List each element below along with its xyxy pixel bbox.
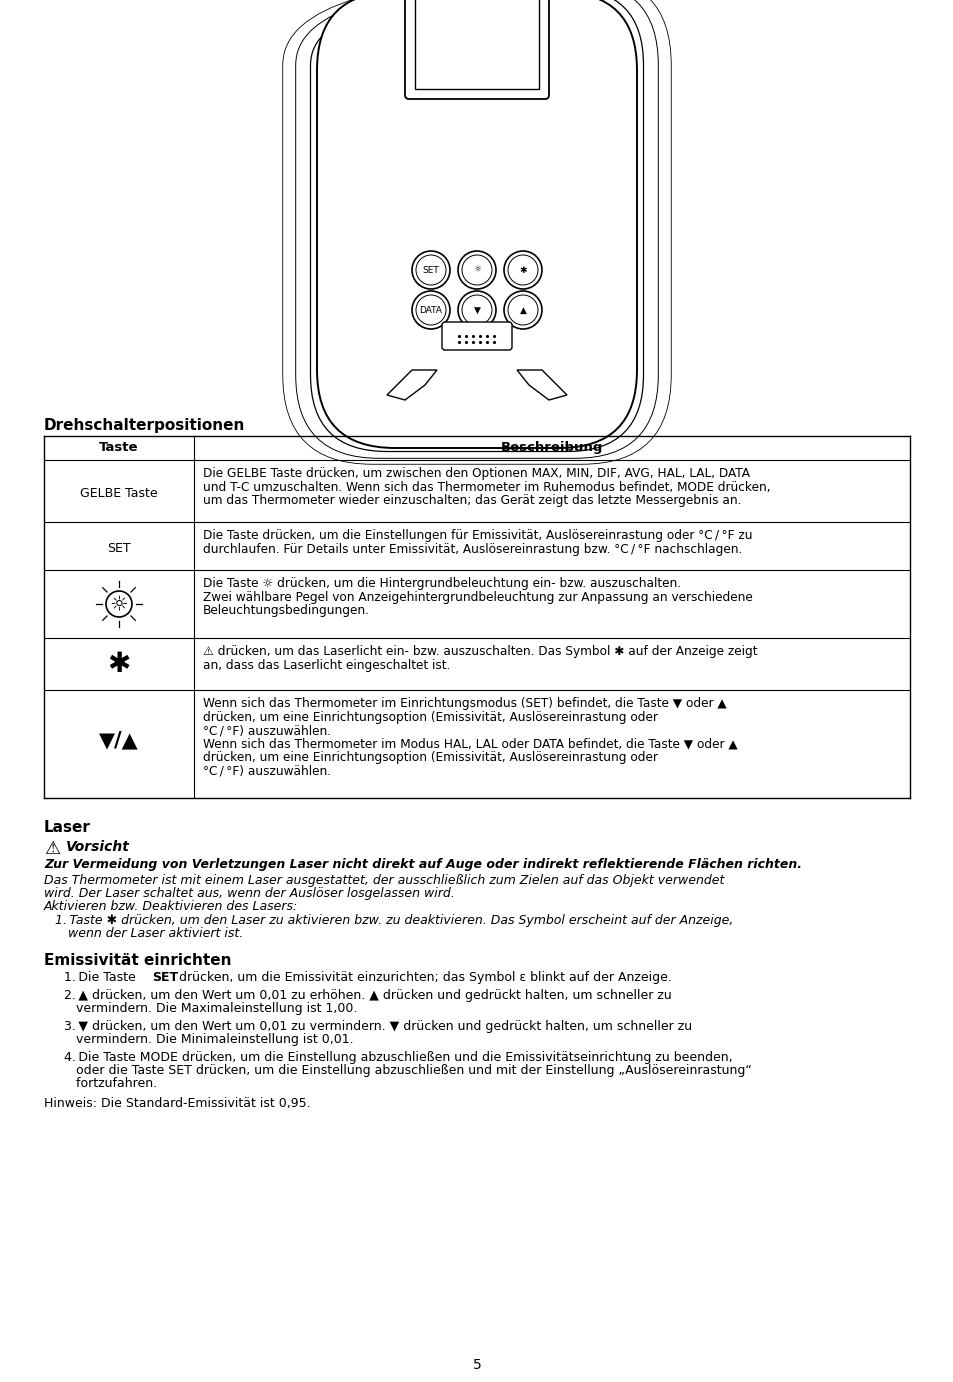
Text: ▼/▲: ▼/▲ [99,730,139,750]
Text: Das Thermometer ist mit einem Laser ausgestattet, der ausschließlich zum Zielen : Das Thermometer ist mit einem Laser ausg… [44,873,723,887]
Text: drücken, um eine Einrichtungsoption (Emissivität, Auslösereinrastung oder: drücken, um eine Einrichtungsoption (Emi… [203,750,658,764]
Circle shape [412,252,450,289]
Circle shape [503,292,541,329]
Text: ⚠: ⚠ [44,840,60,858]
Text: ✱: ✱ [108,650,131,679]
Circle shape [503,252,541,289]
Text: Zur Vermeidung von Verletzungen Laser nicht direkt auf Auge oder indirekt reflek: Zur Vermeidung von Verletzungen Laser ni… [44,858,801,871]
Text: Taste: Taste [99,441,138,455]
Text: ▲: ▲ [519,305,526,315]
Text: Die Taste ☼ drücken, um die Hintergrundbeleuchtung ein- bzw. auszuschalten.: Die Taste ☼ drücken, um die Hintergrundb… [203,578,680,590]
Circle shape [416,256,446,285]
Text: SET: SET [107,542,131,556]
Text: 1. Die Taste: 1. Die Taste [64,972,139,984]
Text: ✱: ✱ [518,265,526,275]
Text: °C / °F) auszuwählen.: °C / °F) auszuwählen. [203,764,331,778]
Text: drücken, um eine Einrichtungsoption (Emissivität, Auslösereinrastung oder: drücken, um eine Einrichtungsoption (Emi… [203,710,658,724]
Text: 2. ▲ drücken, um den Wert um 0,01 zu erhöhen. ▲ drücken und gedrückt halten, um : 2. ▲ drücken, um den Wert um 0,01 zu erh… [64,990,671,1002]
Circle shape [457,252,496,289]
Circle shape [412,292,450,329]
Text: Hinweis: Die Standard-Emissivität ist 0,95.: Hinweis: Die Standard-Emissivität ist 0,… [44,1097,311,1110]
Text: ☼: ☼ [473,265,480,275]
FancyBboxPatch shape [316,0,637,448]
Text: 1. Taste ✱ drücken, um den Laser zu aktivieren bzw. zu deaktivieren. Das Symbol : 1. Taste ✱ drücken, um den Laser zu akti… [55,914,733,927]
Text: vermindern. Die Maximaleinstellung ist 1,00.: vermindern. Die Maximaleinstellung ist 1… [64,1002,357,1014]
Text: Wenn sich das Thermometer im Modus HAL, LAL oder DATA befindet, die Taste ▼ oder: Wenn sich das Thermometer im Modus HAL, … [203,738,737,750]
Text: ☼: ☼ [110,594,129,614]
Text: wenn der Laser aktiviert ist.: wenn der Laser aktiviert ist. [68,927,243,940]
Text: durchlaufen. Für Details unter Emissivität, Auslösereinrastung bzw. °C / °F nach: durchlaufen. Für Details unter Emissivit… [203,543,741,556]
Circle shape [416,294,446,325]
Text: an, dass das Laserlicht eingeschaltet ist.: an, dass das Laserlicht eingeschaltet is… [203,658,450,672]
Text: Drehschalterpositionen: Drehschalterpositionen [44,417,245,433]
Text: um das Thermometer wieder einzuschalten; das Gerät zeigt das letzte Messergebnis: um das Thermometer wieder einzuschalten;… [203,493,740,507]
Text: Aktivieren bzw. Deaktivieren des Lasers:: Aktivieren bzw. Deaktivieren des Lasers: [44,900,298,914]
Text: DATA: DATA [419,305,442,315]
Text: 3. ▼ drücken, um den Wert um 0,01 zu vermindern. ▼ drücken und gedrückt halten, : 3. ▼ drücken, um den Wert um 0,01 zu ver… [64,1020,691,1032]
Text: Laser: Laser [44,820,91,835]
Polygon shape [517,370,566,399]
Text: oder die Taste SET drücken, um die Einstellung abzuschließen und mit der Einstel: oder die Taste SET drücken, um die Einst… [64,1064,751,1077]
Text: 5: 5 [472,1359,481,1372]
Text: Die Taste drücken, um die Einstellungen für Emissivität, Auslösereinrastung oder: Die Taste drücken, um die Einstellungen … [203,529,752,542]
Text: wird. Der Laser schaltet aus, wenn der Auslöser losgelassen wird.: wird. Der Laser schaltet aus, wenn der A… [44,887,455,900]
Text: fortzufahren.: fortzufahren. [64,1077,157,1090]
Circle shape [461,294,492,325]
Text: Vorsicht: Vorsicht [66,840,130,854]
Text: GELBE Taste: GELBE Taste [80,486,157,500]
Polygon shape [387,370,436,399]
FancyBboxPatch shape [415,0,538,88]
FancyBboxPatch shape [405,0,548,100]
Circle shape [507,294,537,325]
Circle shape [457,292,496,329]
FancyBboxPatch shape [441,322,512,350]
Text: Die GELBE Taste drücken, um zwischen den Optionen MAX, MIN, DIF, AVG, HAL, LAL, : Die GELBE Taste drücken, um zwischen den… [203,467,749,480]
Text: Beleuchtungsbedingungen.: Beleuchtungsbedingungen. [203,604,370,616]
Circle shape [106,591,132,616]
Text: SET: SET [152,972,178,984]
Text: drücken, um die Emissivität einzurichten; das Symbol ε blinkt auf der Anzeige.: drücken, um die Emissivität einzurichten… [174,972,671,984]
Text: Wenn sich das Thermometer im Einrichtungsmodus (SET) befindet, die Taste ▼ oder : Wenn sich das Thermometer im Einrichtung… [203,697,726,710]
Text: ▼: ▼ [473,305,480,315]
Text: Beschreibung: Beschreibung [500,441,602,455]
Text: ⚠ drücken, um das Laserlicht ein- bzw. auszuschalten. Das Symbol ✱ auf der Anzei: ⚠ drücken, um das Laserlicht ein- bzw. a… [203,645,757,658]
Text: °C / °F) auszuwählen.: °C / °F) auszuwählen. [203,724,331,737]
Text: 4. Die Taste MODE drücken, um die Einstellung abzuschließen und die Emissivitäts: 4. Die Taste MODE drücken, um die Einste… [64,1050,732,1064]
Text: Zwei wählbare Pegel von Anzeigehintergrundbeleuchtung zur Anpassung an verschied: Zwei wählbare Pegel von Anzeigehintergru… [203,590,752,604]
Text: SET: SET [422,265,439,275]
Circle shape [461,256,492,285]
Text: vermindern. Die Minimaleinstellung ist 0,01.: vermindern. Die Minimaleinstellung ist 0… [64,1032,354,1046]
Circle shape [507,256,537,285]
Text: Emissivität einrichten: Emissivität einrichten [44,954,232,967]
Text: und T-C umzuschalten. Wenn sich das Thermometer im Ruhemodus befindet, MODE drüc: und T-C umzuschalten. Wenn sich das Ther… [203,481,770,493]
